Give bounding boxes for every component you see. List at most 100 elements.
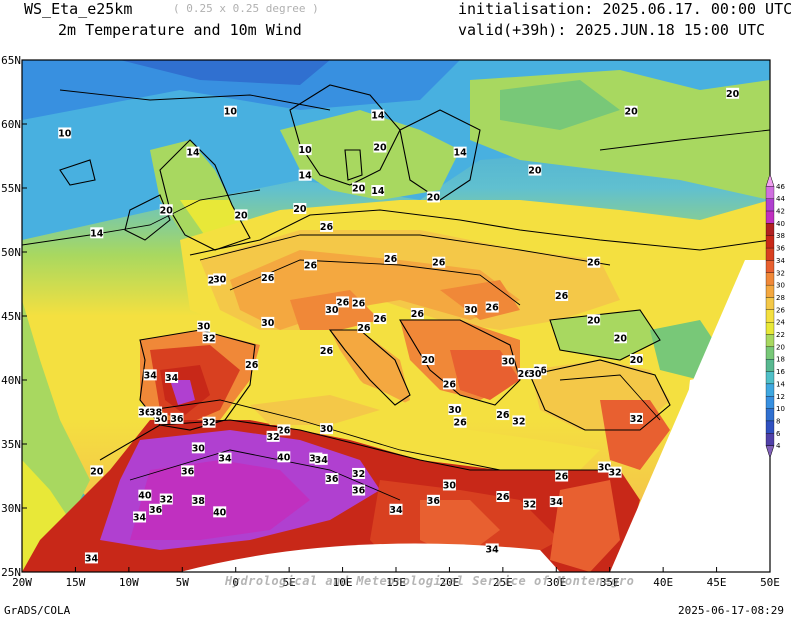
contour-label: 26 [411,307,424,320]
svg-text:40: 40 [138,491,152,502]
colorbar-swatch [765,223,775,236]
contour-label: 32 [160,493,173,506]
colorbar-swatch [765,210,775,224]
colorbar-label: 34 [776,257,785,265]
contour-label: 30 [325,304,339,316]
svg-text:26: 26 [555,472,569,483]
svg-text:34: 34 [315,455,329,466]
lat-label: 30N [1,502,21,515]
colorbar-label: 26 [776,306,785,314]
svg-text:26: 26 [518,369,532,380]
svg-text:10: 10 [224,107,238,118]
svg-text:14: 14 [299,171,313,182]
svg-text:32: 32 [512,416,525,427]
contour-label: 34 [133,511,147,523]
contour-label: 20 [90,465,104,477]
model-name: WS_Eta_e25km [24,0,133,18]
svg-text:14: 14 [371,111,385,122]
lat-label: 40N [1,374,21,387]
svg-text:20: 20 [293,204,307,215]
contour-label: 26 [357,322,371,334]
colorbar-swatch [765,247,775,261]
contour-label: 34 [165,371,179,384]
svg-text:20: 20 [528,166,542,177]
colorbar-label: 22 [776,331,785,339]
grid-resolution: ( 0.25 x 0.25 degree ) [173,2,319,15]
contour-label: 14 [186,146,200,159]
contour-label: 10 [299,144,312,156]
colorbar-label: 46 [776,183,785,191]
contour-label: 34 [144,369,158,381]
colorbar-swatch [765,359,775,372]
colorbar-swatch [765,433,775,446]
colorbar-swatch [765,334,775,348]
svg-text:20: 20 [373,143,387,154]
svg-text:40: 40 [213,507,227,518]
svg-text:20: 20 [421,355,435,366]
contour-label: 14 [371,109,385,122]
contour-label: 30 [443,479,456,491]
footer-timestamp: 2025-06-17-08:29 [678,604,784,617]
svg-text:36: 36 [352,486,366,497]
svg-text:34: 34 [133,512,147,523]
colorbar-label: 6 [776,430,781,438]
colorbar-swatch [765,297,775,310]
contour-label: 36 [352,484,366,497]
contour-label: 36 [170,412,184,425]
colorbar-swatch [765,371,775,385]
contour-label: 30 [502,355,516,367]
svg-text:20: 20 [352,184,366,195]
contour-label: 26 [352,297,366,310]
svg-text:26: 26 [352,299,366,310]
contour-label: 26 [555,470,569,483]
svg-text:30: 30 [502,356,516,367]
contour-label: 26 [432,256,446,269]
colorbar-label: 28 [776,294,785,302]
colorbar-swatch [765,408,775,422]
contour-label: 32 [608,466,622,479]
contour-label: 26 [496,409,510,421]
contour-label: 30 [213,273,227,285]
svg-text:26: 26 [453,418,467,429]
svg-text:10: 10 [58,128,72,139]
lon-label: 10E [333,576,353,589]
contour-label: 36 [149,503,163,516]
svg-text:26: 26 [496,410,510,421]
contour-label: 20 [293,202,307,215]
contour-label: 30 [154,412,168,425]
footer-software: GrADS/COLA [4,604,71,617]
contour-label: 10 [224,105,238,118]
contour-label: 36 [427,494,440,507]
svg-text:32: 32 [160,495,173,506]
svg-text:30: 30 [261,318,275,329]
colorbar-swatch [765,420,775,434]
contour-label: 26 [373,313,387,325]
contour-label: 26 [336,296,350,308]
svg-text:20: 20 [234,210,248,221]
contour-label: 40 [277,451,291,463]
contour-label: 14 [453,146,467,159]
contour-label: 14 [371,185,385,197]
svg-text:26: 26 [555,291,569,302]
initialisation-time: initialisation: 2025.06.17. 00:00 UTC [458,0,793,18]
contour-label: 20 [234,209,248,221]
contour-label: 30 [464,304,478,316]
svg-text:20: 20 [726,89,740,100]
svg-text:34: 34 [144,370,158,381]
svg-text:34: 34 [550,497,564,508]
svg-text:32: 32 [608,468,621,479]
lat-label: 25N [1,566,21,579]
svg-text:20: 20 [90,466,104,477]
svg-text:26: 26 [336,297,350,308]
colorbar-swatch [765,396,775,409]
svg-text:34: 34 [165,373,179,384]
contour-label: 26 [320,345,334,357]
svg-text:34: 34 [218,454,232,465]
contour-label: 26 [496,490,510,503]
lon-label: 25E [493,576,513,589]
contour-label: 30 [320,423,334,435]
colorbar-label: 14 [776,380,785,388]
contour-label: 20 [352,182,366,195]
